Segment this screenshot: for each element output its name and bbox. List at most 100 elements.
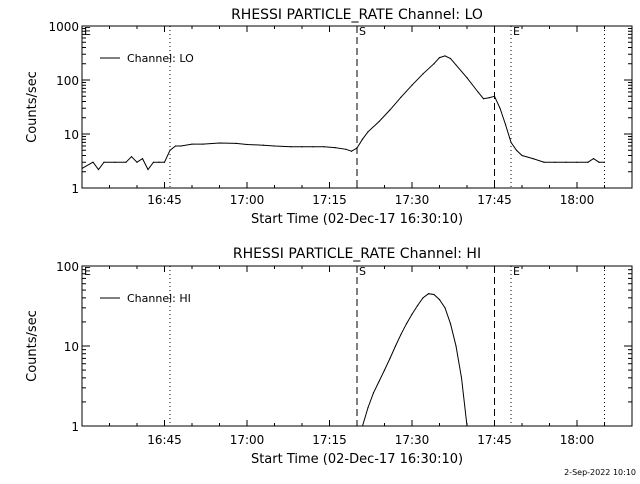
data-point [350,150,353,152]
data-point [246,143,248,146]
data-point [455,345,457,347]
y-tick-label: 10 [64,340,79,354]
data-point [345,148,347,150]
data-point [169,149,171,151]
marker-label: S [359,25,366,38]
legend-label: Channel: LO [127,52,194,65]
data-point [180,145,182,147]
data-point [82,167,83,170]
data-point [378,120,380,123]
data-point [499,107,501,109]
data-point [427,293,430,295]
data-point [515,149,518,151]
x-tick-label: 17:15 [312,193,347,207]
data-point [361,138,364,140]
y-tick-label: 10 [64,128,79,142]
data-point [191,143,193,145]
marker-label: E [84,265,91,278]
data-point [125,161,127,163]
data-point [411,84,413,86]
marker-label: S [359,265,366,278]
data-point [477,91,479,93]
data-point [510,141,512,143]
data-point [444,307,446,309]
data-point [576,161,578,163]
x-tick-label: 17:00 [230,193,265,207]
data-point [405,323,408,325]
data-point [598,161,600,163]
chart-panel-1: RHESSI PARTICLE_RATE Channel: LO 16:45 17:… [25,7,633,227]
data-point [235,142,237,144]
x-tick-label: 17:30 [395,433,430,447]
x-tick-label: 17:45 [477,433,512,447]
data-point [378,380,380,383]
data-point [504,123,507,126]
data-point [97,168,100,171]
y-axis-label: Counts/sec [25,310,40,382]
data-point [466,425,468,426]
data-point [532,158,534,160]
data-point [114,161,116,163]
chart-panel-2: RHESSI PARTICLE_RATE Channel: HI 16:45 17:… [25,246,633,467]
y-tick-label: 1 [71,182,79,196]
data-point [367,131,369,133]
data-point [455,64,457,66]
data-point [136,161,138,163]
data-point [400,96,402,98]
data-point [158,161,160,163]
x-tick-label: 18:00 [560,193,595,207]
data-point [554,161,556,163]
data-point [202,143,204,145]
data-point [422,297,424,299]
marker-label: E [513,265,520,278]
data-point [130,156,133,158]
data-point [411,313,413,315]
y-axis-label: Counts/sec [25,71,40,143]
chart-title: RHESSI PARTICLE_RATE Channel: HI [233,246,481,262]
marker-label: E [84,25,91,38]
data-point [438,299,441,301]
data-point [301,146,303,148]
x-tick-label: 17:15 [312,433,347,447]
data-point [438,56,441,59]
data-point [372,392,375,394]
data-point [422,73,424,75]
data-point [367,406,369,409]
data-point [592,158,595,160]
data-point [103,161,105,163]
data-point [92,161,94,163]
data-point [400,333,402,335]
x-tick-label: 16:45 [147,193,182,207]
y-tick-label: 100 [56,260,79,274]
data-point [356,147,358,149]
data-point [449,57,452,60]
x-tick-label: 16:45 [147,433,182,447]
data-point [493,95,496,97]
data-point [603,161,606,163]
data-point [488,97,490,99]
data-point [163,161,166,163]
marker-label: E [513,25,520,38]
data-point [174,145,177,147]
data-point [394,345,397,347]
data-point [147,168,149,171]
data-point [433,63,435,65]
data-point [262,144,265,146]
data-point [361,425,364,426]
data-point [383,369,386,371]
y-tick-label: 100 [56,74,79,88]
legend-label: Channel: HI [127,292,191,305]
timestamp: 2-Sep-2022 10:10 [564,468,636,477]
x-axis-label: Start Time (02-Dec-17 16:30:10) [251,452,463,467]
series-line [82,55,605,171]
data-point [565,161,567,163]
data-point [273,145,276,147]
data-point [141,158,144,160]
data-point [449,323,452,325]
data-point [389,109,391,111]
data-point [323,146,325,148]
data-point [482,98,485,100]
y-tick-label: 1000 [48,20,79,34]
data-point [290,146,292,148]
